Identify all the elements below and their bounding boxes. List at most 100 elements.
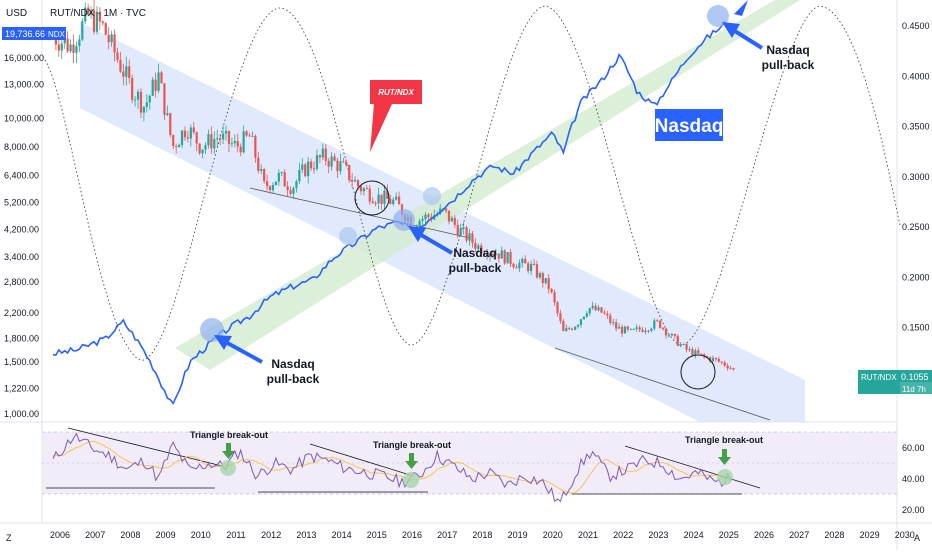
ratio-candle bbox=[60, 43, 63, 51]
ratio-candle bbox=[474, 242, 477, 249]
time-tick-label: 2007 bbox=[85, 530, 105, 540]
ratio-candle bbox=[720, 361, 723, 363]
ratio-candle bbox=[84, 7, 87, 22]
ratio-candle bbox=[506, 252, 509, 264]
ratio-candle bbox=[180, 130, 184, 145]
time-tick-label: 2020 bbox=[543, 530, 563, 540]
time-tick-label: 2012 bbox=[261, 530, 281, 540]
ratio-candle bbox=[356, 180, 360, 187]
pullback-arrow-2 bbox=[408, 226, 454, 255]
ratio-candle bbox=[626, 326, 629, 330]
left-tick-label: 13,000.00 bbox=[4, 80, 44, 90]
ratio-candle bbox=[98, 11, 101, 22]
time-tick-label: 2010 bbox=[191, 530, 211, 540]
ratio-candle bbox=[119, 59, 122, 72]
time-tick-label: 2018 bbox=[472, 530, 492, 540]
ratio-candle bbox=[295, 181, 298, 188]
ratio-candle bbox=[307, 161, 310, 177]
left-axis: 16,000.00 13,000.00 10,000.00 8,000.00 6,400… bbox=[4, 53, 44, 419]
ratio-candle bbox=[389, 198, 392, 204]
ratio-candle bbox=[321, 148, 324, 158]
ratio-candle bbox=[509, 252, 512, 264]
ratio-candle bbox=[494, 253, 497, 255]
ratio-candle bbox=[122, 71, 125, 77]
triangle-label-2: Triangle break-out bbox=[373, 440, 451, 450]
time-tick-label: 2011 bbox=[226, 530, 245, 540]
ratio-candle bbox=[547, 278, 550, 289]
ndx-price-tag bbox=[2, 27, 66, 40]
pullback-label-2: Nasdaq pull-back bbox=[449, 246, 502, 275]
ratio-candle bbox=[597, 307, 600, 311]
ratio-candle bbox=[371, 201, 374, 204]
ratio-candle bbox=[274, 181, 277, 186]
bottom-right-label[interactable]: A bbox=[914, 533, 920, 543]
ratio-candle bbox=[280, 172, 283, 174]
ratio-candle bbox=[286, 186, 289, 191]
ratio-candle bbox=[107, 34, 110, 43]
ratio-candle bbox=[151, 79, 154, 96]
ratio-candle bbox=[462, 227, 465, 229]
ratio-candle bbox=[691, 349, 694, 356]
left-tick-label: 1,800.00 bbox=[4, 334, 39, 344]
ratio-candle bbox=[318, 155, 321, 158]
ratio-candle bbox=[192, 127, 195, 133]
time-tick-label: 2026 bbox=[754, 530, 774, 540]
ratio-candle bbox=[629, 328, 632, 330]
ratio-candle bbox=[421, 218, 424, 221]
breakout-arrow-1 bbox=[222, 443, 235, 459]
ratio-candle bbox=[480, 245, 483, 254]
ratio-candle bbox=[427, 214, 430, 217]
ratio-candle bbox=[104, 23, 107, 35]
ratio-candle bbox=[682, 344, 685, 346]
ratio-candle bbox=[732, 368, 735, 370]
ratio-candle bbox=[216, 138, 219, 140]
ratio-candle bbox=[450, 217, 453, 222]
ratio-candle bbox=[512, 263, 515, 267]
ratio-candle bbox=[312, 168, 316, 170]
ratio-candle bbox=[700, 353, 703, 355]
rsi-ma-line bbox=[52, 440, 731, 494]
ratio-candle bbox=[726, 365, 729, 369]
ratio-candle bbox=[304, 164, 307, 177]
right-tick-label: 0.1500 bbox=[902, 323, 930, 333]
ratio-candle bbox=[524, 258, 527, 264]
ratio-candle bbox=[585, 313, 588, 317]
ratio-candle bbox=[465, 227, 468, 241]
ratio-countdown: 11d 7h bbox=[902, 385, 926, 394]
ratio-candle bbox=[667, 335, 671, 337]
ratio-candle bbox=[359, 186, 363, 192]
bottom-left-label[interactable]: Z bbox=[6, 533, 12, 543]
ratio-candle bbox=[257, 157, 260, 171]
ratio-candle bbox=[591, 305, 594, 309]
ratio-candle bbox=[641, 329, 644, 332]
left-tick-label: 1,000.00 bbox=[4, 409, 39, 419]
ratio-candle bbox=[491, 253, 495, 255]
time-tick-label: 2030 bbox=[895, 530, 915, 540]
ratio-candle bbox=[529, 263, 533, 272]
ratio-candle bbox=[550, 288, 553, 293]
ratio-candle bbox=[588, 308, 591, 314]
cycle-curve bbox=[44, 5, 901, 361]
pullback-label-3: Nasdaq pull-back bbox=[762, 43, 815, 72]
ratio-candle bbox=[213, 138, 216, 149]
nasdaq-label-box bbox=[655, 109, 723, 141]
rsi-axis: 60.00 40.00 20.00 bbox=[902, 443, 925, 515]
triangle-label-3: Triangle break-out bbox=[685, 435, 763, 445]
ratio-candle bbox=[160, 72, 163, 84]
ratio-candle bbox=[227, 131, 231, 144]
ratio-candle bbox=[623, 326, 627, 334]
ratio-candle bbox=[383, 190, 386, 204]
ratio-candle bbox=[362, 188, 365, 192]
ratio-candle bbox=[488, 253, 492, 257]
ratio-candle bbox=[69, 44, 72, 52]
ratio-candle bbox=[717, 359, 720, 362]
ratio-candle bbox=[609, 315, 612, 323]
ratio-candle bbox=[142, 106, 145, 113]
ratio-candle bbox=[157, 72, 160, 91]
symbol-line[interactable]: RUT/NDX · 1M · TVC bbox=[50, 8, 146, 19]
right-tick-label: 0.2500 bbox=[902, 222, 930, 232]
ratio-candle bbox=[594, 305, 597, 311]
ratio-candle bbox=[221, 133, 225, 140]
right-tick-label: 0.2000 bbox=[902, 272, 930, 282]
